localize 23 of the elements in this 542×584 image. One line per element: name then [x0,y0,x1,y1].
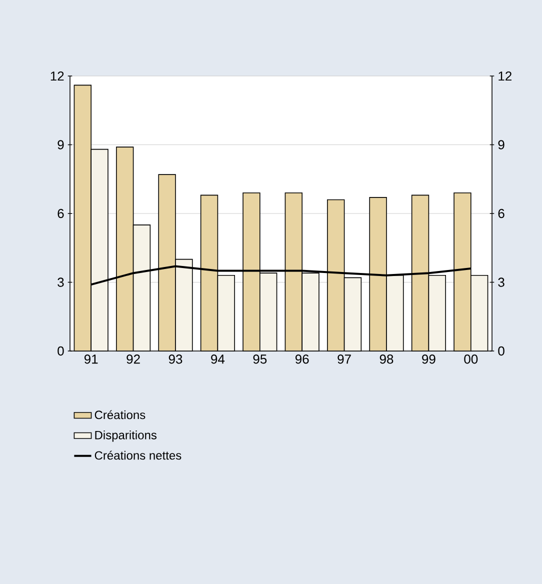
y-tick-label: 9 [58,140,64,150]
legend-label: Créations [94,410,146,420]
y-tick-label: 6 [58,208,64,218]
y2-tick-label: 12 [498,71,512,81]
y-tick-label: 0 [58,346,64,356]
x-tick-label: 91 [84,354,98,364]
y-tick-label: 3 [58,278,64,287]
y-tick-label: 12 [50,71,64,81]
x-tick-label: 96 [295,354,309,364]
x-tick-label: 92 [126,354,140,364]
x-tick-label: 93 [168,354,182,364]
x-tick-label: 94 [211,354,225,364]
x-tick-label: 95 [253,354,267,364]
legend-label: Disparitions [95,430,157,442]
legend-label: Créations nettes [94,450,182,460]
x-tick-label: 00 [464,354,478,364]
y2-tick-label: 6 [498,208,504,218]
x-tick-label: 99 [422,354,436,364]
y2-tick-label: 3 [498,278,504,287]
y2-tick-label: 0 [498,346,504,356]
x-tick-label: 98 [380,354,394,364]
y2-tick-label: 9 [498,140,504,150]
x-tick-label: 97 [338,354,351,364]
